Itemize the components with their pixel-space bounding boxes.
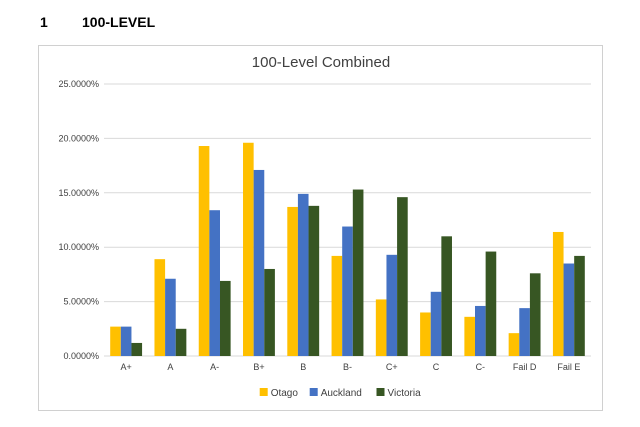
- bar-chart: 100-Level Combined 0.0000% 5.0000% 10.0000…: [58, 54, 591, 399]
- chart-frame: 100-Level Combined 0.0000% 5.0000% 10.0000…: [38, 45, 603, 411]
- bar-otago: [110, 326, 121, 356]
- bar-victoria: [219, 280, 231, 356]
- bar-victoria: [485, 251, 497, 356]
- bar-otago: [464, 316, 476, 356]
- y-tick-label: 10.0000%: [58, 242, 99, 252]
- bar-victoria: [441, 236, 452, 356]
- y-tick-label: 15.0000%: [58, 188, 99, 198]
- bar-auckland: [120, 326, 132, 356]
- section-heading: 1 100-LEVEL: [40, 14, 155, 30]
- bar-victoria: [529, 273, 541, 356]
- bar-victoria: [131, 342, 143, 356]
- bar-auckland: [386, 254, 398, 356]
- x-tick-label: Fail E: [557, 362, 580, 372]
- bar-victoria: [352, 189, 364, 356]
- y-tick-label: 0.0000%: [63, 351, 99, 361]
- bar-otago: [243, 142, 254, 356]
- bar-auckland: [342, 226, 353, 356]
- bar-otago: [287, 206, 298, 356]
- x-tick-label: C-: [476, 362, 486, 372]
- bar-otago: [508, 333, 520, 356]
- y-axis-ticks: 0.0000% 5.0000% 10.0000% 15.0000% 20.0000% 25…: [58, 79, 99, 361]
- legend-swatch-otago: [259, 388, 268, 396]
- legend: Otago Auckland Victoria: [259, 388, 422, 399]
- chart-title: 100-Level Combined: [252, 54, 390, 71]
- bar-auckland: [297, 193, 309, 356]
- x-tick-label: Fail D: [513, 362, 537, 372]
- bar-otago: [198, 146, 210, 356]
- bar-victoria: [264, 268, 275, 356]
- bar-victoria: [175, 328, 187, 356]
- bar-auckland: [165, 278, 176, 356]
- bar-otago: [375, 299, 387, 356]
- legend-label: Auckland: [321, 388, 362, 399]
- x-tick-label: C+: [386, 362, 398, 372]
- legend-swatch-victoria: [376, 388, 385, 396]
- bar-victoria: [308, 205, 320, 356]
- bar-auckland: [430, 291, 442, 356]
- bar-victoria: [574, 255, 585, 356]
- x-tick-label: A: [167, 362, 173, 372]
- x-tick-label: A+: [121, 362, 132, 372]
- y-tick-label: 20.0000%: [58, 133, 99, 143]
- bar-auckland: [563, 263, 575, 356]
- bar-otago: [552, 231, 564, 356]
- y-tick-label: 5.0000%: [63, 297, 99, 307]
- y-tick-label: 25.0000%: [58, 79, 99, 89]
- x-tick-label: B-: [343, 362, 352, 372]
- legend-label: Otago: [271, 388, 299, 399]
- x-tick-label: A-: [210, 362, 219, 372]
- bar-victoria: [397, 197, 408, 356]
- bar-otago: [420, 312, 431, 356]
- legend-label: Victoria: [388, 388, 422, 399]
- bars: [110, 142, 585, 356]
- x-axis-ticks: A+ A A- B+ B B- C+ C C- Fail D Fail E: [121, 362, 581, 372]
- x-tick-label: B+: [253, 362, 264, 372]
- x-tick-label: B: [300, 362, 306, 372]
- bar-otago: [154, 259, 166, 356]
- section-title: 100-LEVEL: [82, 14, 156, 30]
- section-number: 1: [40, 14, 48, 30]
- x-tick-label: C: [433, 362, 440, 372]
- bar-otago: [331, 255, 343, 356]
- bar-auckland: [253, 169, 265, 356]
- bar-auckland: [475, 305, 486, 356]
- bar-auckland: [209, 210, 220, 356]
- bar-auckland: [519, 308, 530, 356]
- legend-swatch-auckland: [309, 388, 318, 396]
